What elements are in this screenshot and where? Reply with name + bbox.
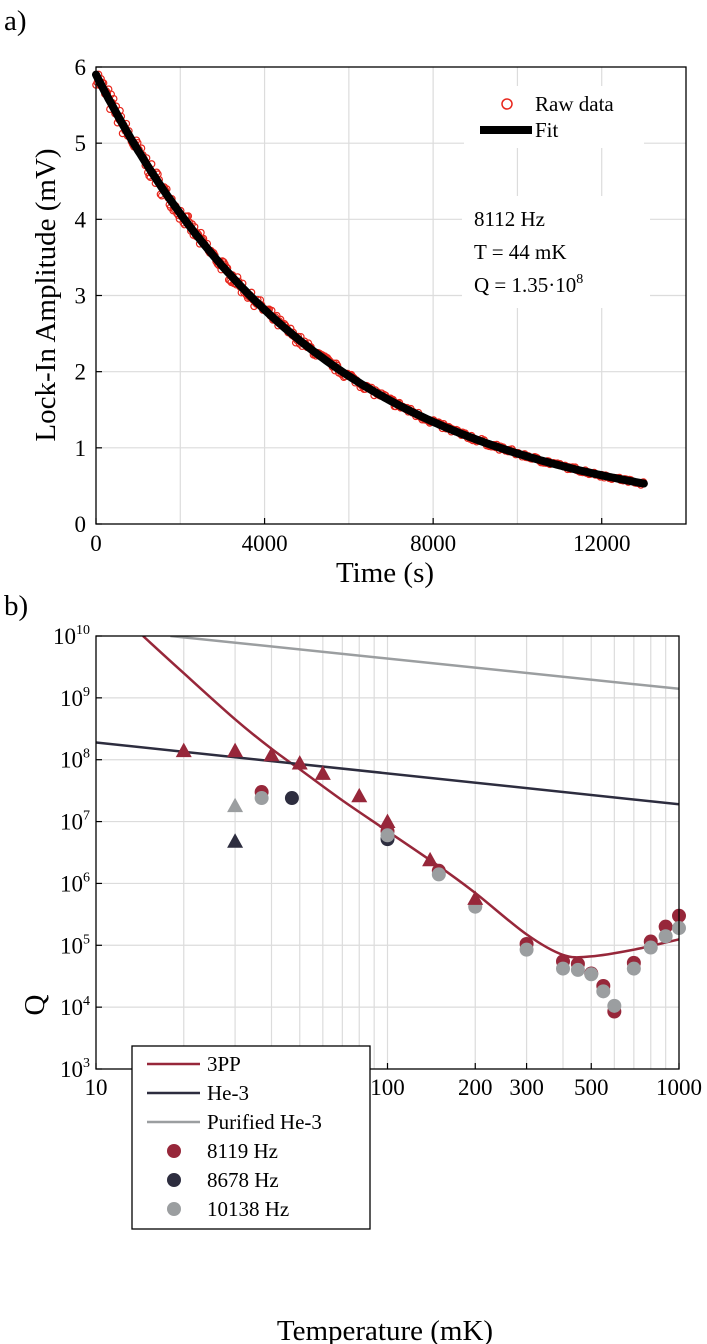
panel-b-ytick-label: 107 xyxy=(60,809,90,835)
data-point xyxy=(584,967,599,982)
panel-b-label: b) xyxy=(4,590,28,622)
panel-b-ytick-label: 103 xyxy=(60,1056,90,1082)
panel-a-legend-fit-label: Fit xyxy=(535,118,559,142)
panel-b-xtick-label: 10 xyxy=(85,1075,108,1100)
panel-a-legend-raw-label: Raw data xyxy=(535,92,614,116)
panel-b-ytick-label: 1010 xyxy=(53,623,90,649)
line-purified-he3 xyxy=(170,636,679,691)
panel-a-ytick-label: 3 xyxy=(75,284,87,309)
panel-a-legend-box xyxy=(464,86,644,148)
panel-b-xtick-label: 300 xyxy=(509,1075,544,1100)
data-point xyxy=(519,942,534,957)
panel-b-ytick-label: 108 xyxy=(60,747,90,773)
legend-8119-marker xyxy=(167,1144,181,1158)
triangle-series xyxy=(227,797,244,813)
panel-a-xlabel: Time (s) xyxy=(336,557,434,589)
panel-a-ytick-label: 6 xyxy=(75,55,87,80)
annotation-quality: Q = 1.35·108 xyxy=(474,272,583,297)
legend-3pp-label: 3PP xyxy=(207,1052,241,1076)
data-triangle xyxy=(422,851,439,867)
data-point xyxy=(626,961,641,976)
triangle-series xyxy=(175,742,484,905)
panel-a-xtick-label: 12000 xyxy=(573,531,631,556)
panel-b: 1020305010020030050010001031041051061071… xyxy=(19,623,702,1344)
panel-a-data xyxy=(92,70,648,489)
fit-curve xyxy=(92,70,648,488)
panel-a-label: a) xyxy=(4,5,27,37)
panel-b-ytick-label: 105 xyxy=(60,932,90,958)
panel-b-ytick-label: 109 xyxy=(60,685,90,711)
panel-b-model-lines xyxy=(96,636,679,959)
legend-10138-label: 10138 Hz xyxy=(207,1197,289,1221)
panel-b-xtick-label: 200 xyxy=(458,1075,493,1100)
legend-10138-marker xyxy=(167,1202,181,1216)
data-point xyxy=(643,940,658,955)
panel-b-data xyxy=(96,636,686,1019)
data-triangle xyxy=(227,742,244,758)
data-point xyxy=(254,791,269,806)
panel-a-ytick-label: 4 xyxy=(75,207,87,232)
panel-a-legend-raw-marker xyxy=(501,98,513,110)
legend-8678-marker xyxy=(167,1173,181,1187)
data-triangle xyxy=(467,890,484,905)
panel-a-ticks: 0 4000 8000 12000 0 1 2 3 4 5 6 xyxy=(75,55,631,556)
panel-b-grid xyxy=(96,636,679,1069)
panel-b-xtick-label: 500 xyxy=(574,1075,609,1100)
panel-b-legend: 3PP He-3 Purified He-3 8119 Hz 8678 Hz 1… xyxy=(131,1045,371,1230)
triangle-series xyxy=(227,833,244,848)
panel-a-xtick-label: 4000 xyxy=(242,531,288,556)
legend-8678-label: 8678 Hz xyxy=(207,1168,279,1192)
panel-a-ytick-label: 1 xyxy=(75,436,87,461)
panel-a-ytick-label: 0 xyxy=(75,512,87,537)
circle-series xyxy=(254,791,686,1013)
legend-he3-label: He-3 xyxy=(207,1081,249,1105)
panel-a-ytick-label: 5 xyxy=(75,131,87,156)
panel-a-ylabel: Lock-In Amplitude (mV) xyxy=(30,148,62,441)
data-point xyxy=(607,998,622,1013)
panel-a-ytick-label: 2 xyxy=(75,360,87,385)
panel-b-ticks: 1020305010020030050010001031041051061071… xyxy=(53,623,702,1100)
panel-b-legend-box xyxy=(131,1045,371,1230)
data-triangle xyxy=(379,813,396,828)
panel-b-ytick-label: 104 xyxy=(60,994,90,1020)
panel-b-xtick-label: 1000 xyxy=(656,1075,702,1100)
data-triangle xyxy=(227,797,244,813)
panel-b-xlabel: Temperature (mK) xyxy=(277,1315,493,1344)
annotation-frequency: 8112 Hz xyxy=(474,207,545,231)
panel-a-xtick-label: 0 xyxy=(90,531,102,556)
data-point xyxy=(431,867,446,882)
legend-8119-label: 8119 Hz xyxy=(207,1139,278,1163)
data-point xyxy=(658,929,673,944)
line-he3 xyxy=(96,741,679,806)
legend-purified-he3-label: Purified He-3 xyxy=(207,1110,322,1134)
panel-b-ylabel: Q xyxy=(19,994,51,1015)
line-3pp xyxy=(142,636,679,959)
data-triangle xyxy=(175,742,192,758)
data-point xyxy=(284,791,299,806)
panel-b-xtick-label: 100 xyxy=(370,1075,405,1100)
data-triangle xyxy=(314,765,331,780)
data-point xyxy=(596,984,611,999)
data-point xyxy=(658,919,673,934)
panel-b-ytick-label: 106 xyxy=(60,870,90,896)
data-point xyxy=(570,962,585,977)
data-triangle xyxy=(227,833,244,848)
annotation-temperature: T = 44 mK xyxy=(474,240,567,264)
data-point xyxy=(556,961,571,976)
data-triangle xyxy=(263,746,280,762)
data-triangle xyxy=(351,787,368,803)
panel-a-xtick-label: 8000 xyxy=(410,531,456,556)
data-triangle xyxy=(291,755,308,770)
panel-a: 0 4000 8000 12000 0 1 2 3 4 5 6 Time (s) Lock-In A… xyxy=(30,55,687,589)
data-point xyxy=(380,828,395,843)
panel-a-annotation-box xyxy=(462,196,650,308)
